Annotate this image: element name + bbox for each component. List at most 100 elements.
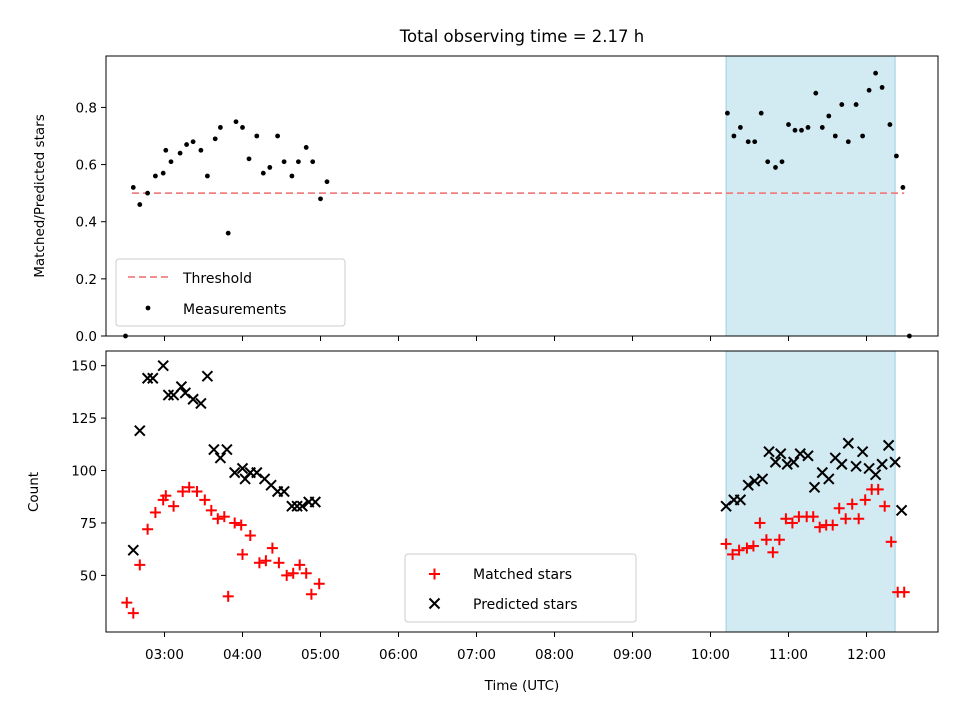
matched-star-point [177, 486, 189, 497]
matched-star-point [754, 517, 766, 529]
x-tick-label: 12:00 [847, 647, 886, 663]
bottom-legend: Matched stars Predicted stars [404, 553, 637, 623]
matched-star-point [253, 557, 265, 569]
top-panel-frame [105, 55, 939, 337]
legend-measurements-swatch [145, 305, 151, 311]
predicted-star-point [876, 458, 888, 470]
top-y-tick-label: 0.8 [76, 100, 97, 116]
legend-matched-swatch [429, 568, 440, 580]
measurement-point [198, 147, 204, 153]
measurement-point [860, 133, 865, 139]
bottom-panel-ticks: 50 75 100 125 150 03:00 04:00 05:00 06:00 07:00 08… [71, 359, 886, 663]
matched-star-point [222, 590, 234, 602]
matched-star-point [786, 517, 798, 529]
predicted-star-point [221, 443, 233, 456]
measurement-point [839, 102, 845, 107]
predicted-star-point [734, 494, 747, 506]
predicted-star-point [787, 456, 800, 468]
measurement-point [130, 185, 136, 190]
matched-star-point [212, 513, 224, 525]
top-y-tick-label: 0.6 [76, 158, 97, 174]
matched-star-point [760, 534, 772, 546]
predicted-star-point [201, 370, 214, 382]
x-tick-label: 09:00 [613, 647, 652, 663]
measurement-point [145, 190, 151, 196]
measurement-point [240, 125, 245, 130]
matched-star-point [273, 557, 285, 569]
measurement-point [752, 139, 758, 145]
matched-stars-points [121, 481, 910, 619]
top-y-axis-label: Matched/Predicted stars [32, 114, 48, 277]
matched-star-point [266, 542, 278, 554]
bottom-y-tick-label: 150 [71, 359, 97, 375]
matched-star-point [807, 511, 819, 523]
predicted-star-point [228, 466, 241, 479]
measurement-point [786, 122, 791, 127]
matched-star-point [833, 502, 845, 514]
predicted-star-point [214, 452, 227, 464]
legend-predicted-swatch [428, 597, 441, 610]
bottom-y-axis-label: Count [26, 472, 42, 512]
matched-star-point [741, 542, 753, 554]
matched-star-point [127, 607, 139, 619]
predicted-stars-points [127, 359, 908, 556]
measurement-point [233, 119, 239, 125]
predicted-star-point [157, 359, 169, 372]
measurement-point [731, 133, 737, 139]
predicted-star-point [147, 372, 159, 384]
measurement-point [168, 159, 174, 165]
predicted-star-point [134, 424, 146, 437]
predicted-star-point [763, 445, 775, 458]
matched-star-point [300, 567, 312, 579]
predicted-star-point [720, 500, 732, 512]
predicted-star-point [141, 372, 154, 384]
x-tick-label: 06:00 [379, 647, 418, 663]
measurement-point [813, 90, 819, 96]
predicted-star-point [208, 443, 220, 456]
top-panel-shaded-span [725, 55, 896, 337]
measurement-point [805, 125, 811, 130]
matched-star-point [720, 538, 732, 550]
measurement-point [303, 145, 309, 150]
predicted-star-point [842, 437, 855, 449]
measurement-point [225, 230, 231, 236]
predicted-star-point [278, 485, 290, 498]
legend-predicted-label: Predicted stars [473, 597, 578, 613]
measurement-point [246, 156, 252, 162]
predicted-star-point [309, 496, 322, 508]
measurement-point [832, 133, 838, 139]
predicted-star-point [756, 473, 769, 485]
measurement-point [845, 139, 851, 145]
matched-star-point [121, 597, 133, 609]
measurement-point [879, 85, 885, 90]
matched-star-point [767, 546, 779, 558]
measurement-point [873, 70, 878, 76]
predicted-star-point [850, 460, 862, 473]
measurement-point [190, 139, 196, 145]
measurement-point [310, 159, 316, 165]
measurement-point [275, 133, 280, 139]
matched-star-point [191, 486, 203, 497]
measurement-point [212, 136, 218, 142]
measurement-point [281, 159, 287, 165]
matched-star-point [294, 559, 306, 571]
measurement-point [163, 147, 169, 153]
x-tick-label: 10:00 [691, 647, 730, 663]
matched-star-point [780, 513, 792, 525]
x-tick-label: 08:00 [535, 647, 574, 663]
legend-matched-label: Matched stars [473, 567, 572, 583]
matched-star-point [859, 494, 871, 506]
predicted-star-point [802, 450, 814, 462]
matched-star-point [879, 500, 891, 512]
measurement-point [318, 196, 323, 202]
predicted-star-point [781, 458, 793, 470]
predicted-star-point [889, 456, 901, 468]
bottom-legend-box [404, 553, 637, 623]
predicted-star-point [187, 393, 199, 405]
matched-star-point [281, 569, 293, 581]
predicted-star-point [195, 397, 207, 410]
measurement-point [758, 110, 764, 116]
predicted-star-point [856, 445, 869, 458]
matched-star-point [827, 519, 839, 531]
measurement-point [254, 133, 260, 139]
